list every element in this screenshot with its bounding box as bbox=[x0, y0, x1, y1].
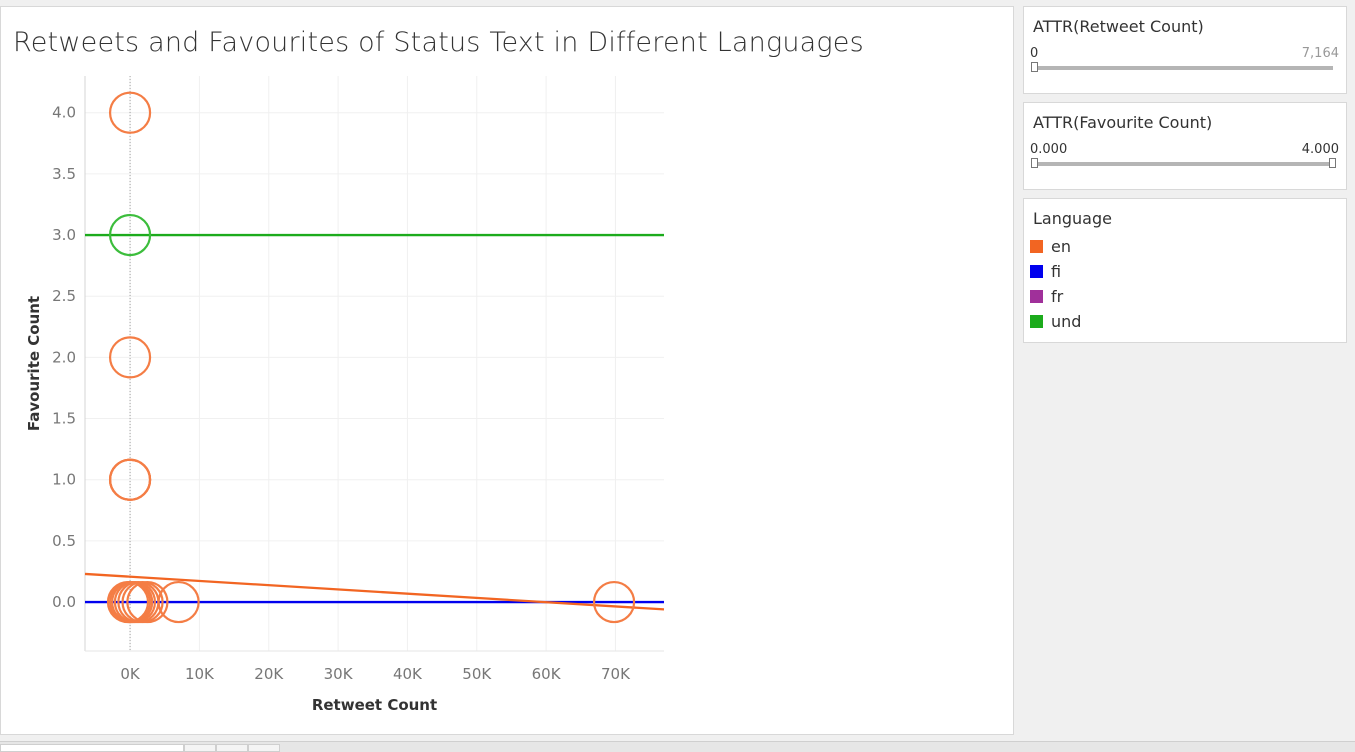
y-tick-label: 2.0 bbox=[52, 348, 76, 366]
data-point-en bbox=[108, 336, 152, 379]
y-tick-label: 0.5 bbox=[52, 532, 76, 550]
legend-swatch-fi bbox=[1030, 265, 1043, 278]
retweet-range-labels: 0 7,164 bbox=[1030, 46, 1339, 64]
legend-label-fr: fr bbox=[1051, 287, 1064, 306]
x-tick-label: 20K bbox=[254, 665, 284, 683]
chart-title: Retweets and Favourites of Status Text i… bbox=[13, 27, 864, 58]
retweet-slider-track[interactable] bbox=[1031, 62, 1333, 72]
retweet-range-min: 0 bbox=[1030, 46, 1039, 61]
y-tick-label: 1.0 bbox=[52, 471, 76, 489]
favourite-range-labels: 0.000 4.000 bbox=[1030, 142, 1339, 160]
legend-swatch-und bbox=[1030, 315, 1043, 328]
favourite-slider-min-handle[interactable] bbox=[1031, 158, 1038, 168]
favourite-range-min: 0.000 bbox=[1030, 142, 1068, 157]
data-point-en bbox=[126, 580, 169, 624]
legend-swatch-fr bbox=[1030, 290, 1043, 303]
x-tick-label: 40K bbox=[393, 665, 423, 683]
retweet-slider-min-handle[interactable] bbox=[1031, 62, 1038, 72]
legend-item-en[interactable]: en bbox=[1024, 234, 1346, 259]
legend-label-en: en bbox=[1051, 237, 1071, 256]
favourite-filter-title: ATTR(Favourite Count) bbox=[1033, 113, 1213, 132]
retweet-range-max: 7,164 bbox=[1301, 46, 1339, 61]
data-point-en bbox=[592, 580, 636, 624]
x-axis-title: Retweet Count bbox=[312, 696, 437, 714]
legend-item-fr[interactable]: fr bbox=[1024, 284, 1346, 309]
x-tick-label: 50K bbox=[462, 665, 492, 683]
data-point-und bbox=[108, 213, 152, 257]
y-tick-label: 0.0 bbox=[52, 593, 76, 611]
legend-item-fi[interactable]: fi bbox=[1024, 259, 1346, 284]
favourite-range-max: 4.000 bbox=[1301, 142, 1339, 157]
x-tick-label: 0K bbox=[120, 665, 141, 683]
favourite-slider-max-handle[interactable] bbox=[1329, 158, 1336, 168]
y-tick-label: 1.5 bbox=[52, 410, 76, 428]
legend-list: en fi fr und bbox=[1024, 234, 1346, 334]
legend-title: Language bbox=[1033, 209, 1112, 228]
x-tick-label: 70K bbox=[601, 665, 631, 683]
y-tick-label: 3.5 bbox=[52, 165, 76, 183]
retweet-count-filter[interactable]: ATTR(Retweet Count) 0 7,164 bbox=[1023, 6, 1347, 94]
legend-swatch-en bbox=[1030, 240, 1043, 253]
legend-label-fi: fi bbox=[1051, 262, 1062, 281]
x-tick-label: 10K bbox=[185, 665, 215, 683]
legend-label-und: und bbox=[1051, 312, 1082, 331]
x-tick-label: 30K bbox=[324, 665, 354, 683]
x-tick-label: 60K bbox=[532, 665, 562, 683]
sheet-tab-bar bbox=[0, 741, 1355, 752]
data-point-en bbox=[108, 458, 152, 501]
y-tick-label: 4.0 bbox=[52, 104, 76, 122]
retweet-filter-title: ATTR(Retweet Count) bbox=[1033, 17, 1204, 36]
scatter-plot[interactable]: 0K 10K 20K 30K 40K 50K 60K 70K 0.0 0.5 1.0 1.5 2.0 2.… bbox=[1, 7, 1013, 734]
y-axis-title: Favourite Count bbox=[25, 296, 43, 431]
favourite-slider-track[interactable] bbox=[1031, 158, 1336, 168]
favourite-count-filter[interactable]: ATTR(Favourite Count) 0.000 4.000 bbox=[1023, 102, 1347, 190]
chart-sheet: Retweets and Favourites of Status Text i… bbox=[0, 6, 1014, 735]
y-tick-label: 3.0 bbox=[52, 226, 76, 244]
language-legend: Language en fi fr und bbox=[1023, 198, 1347, 343]
legend-item-und[interactable]: und bbox=[1024, 309, 1346, 334]
data-point-en bbox=[108, 91, 152, 134]
y-tick-label: 2.5 bbox=[52, 287, 76, 305]
trend-line-en bbox=[84, 572, 665, 611]
data-point-en bbox=[157, 580, 200, 624]
